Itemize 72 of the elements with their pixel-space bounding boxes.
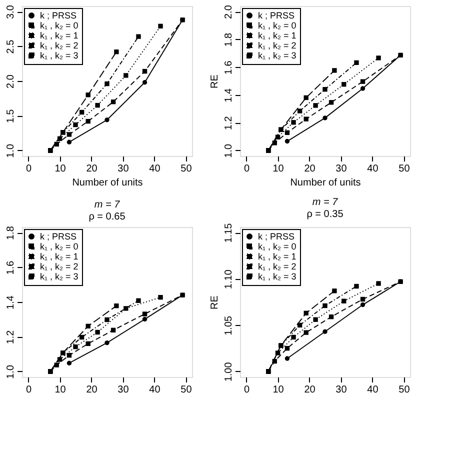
x-tick-label: 40 xyxy=(149,164,161,174)
y-tick-label: 1.4 xyxy=(6,295,16,310)
x-tick-label: 50 xyxy=(398,384,410,396)
y-tick-label: 1.0 xyxy=(6,144,16,158)
x-tick-label: 10 xyxy=(54,164,66,174)
legend-label: k ; PRSS xyxy=(258,232,295,242)
legend-label: k₁ , k₂ = 3 xyxy=(40,272,78,282)
legend-label: k₁ , k₂ = 2 xyxy=(258,40,296,50)
x-tick-label: 0 xyxy=(26,384,32,396)
legend-label: k₁ , k₂ = 2 xyxy=(40,262,78,272)
x-axis-title: Number of units xyxy=(72,178,143,188)
legend-label: k₁ , k₂ = 0 xyxy=(40,20,78,30)
x-axis-title: Number of units xyxy=(290,178,361,188)
y-tick-label: 1.2 xyxy=(224,116,234,130)
y-tick-label: 1.6 xyxy=(6,260,16,275)
x-tick-label: 40 xyxy=(367,164,379,174)
legend-label: k₁ , k₂ = 1 xyxy=(40,252,78,262)
y-tick-label: 1.05 xyxy=(224,315,234,336)
legend-label: k₁ , k₂ = 3 xyxy=(258,272,296,282)
y-tick-label: 1.0 xyxy=(6,364,16,379)
x-tick-label: 0 xyxy=(244,164,250,174)
y-tick-label: 1.8 xyxy=(224,32,234,47)
y-tick-label: 2.0 xyxy=(224,4,234,20)
legend-label: k₁ , k₂ = 0 xyxy=(40,242,78,252)
x-tick-label: 0 xyxy=(26,164,32,174)
y-axis-title: RE xyxy=(210,74,220,88)
x-tick-label: 10 xyxy=(272,164,284,174)
x-tick-label: 20 xyxy=(86,384,98,396)
x-tick-label: 20 xyxy=(304,384,316,396)
x-tick-label: 0 xyxy=(244,384,250,396)
x-tick-label: 20 xyxy=(86,164,98,174)
legend-label: k₁ , k₂ = 2 xyxy=(40,40,78,50)
chart-title: m = 7 xyxy=(94,200,120,211)
chart-subtitle: ρ = 0.65 xyxy=(88,212,126,223)
y-tick-label: 1.00 xyxy=(224,362,234,382)
y-tick-label: 1.2 xyxy=(6,330,16,344)
legend-label: k₁ , k₂ = 1 xyxy=(258,30,296,40)
y-tick-label: 2.5 xyxy=(6,39,16,54)
x-tick-label: 10 xyxy=(54,384,66,396)
y-tick-label: 1.4 xyxy=(224,88,234,102)
legend-label: k₁ , k₂ = 2 xyxy=(258,262,296,272)
y-tick-label: 1.15 xyxy=(224,222,234,243)
x-tick-label: 40 xyxy=(367,384,379,396)
legend-label: k ; PRSS xyxy=(40,10,77,20)
x-tick-label: 40 xyxy=(149,384,161,396)
x-tick-label: 30 xyxy=(336,384,348,396)
legend-label: k ; PRSS xyxy=(258,10,295,20)
legend-label: k ; PRSS xyxy=(40,232,77,242)
legend-label: k₁ , k₂ = 1 xyxy=(40,30,78,40)
y-tick-label: 1.10 xyxy=(224,269,234,290)
legend-label: k₁ , k₂ = 0 xyxy=(258,20,296,30)
x-tick-label: 30 xyxy=(118,164,130,174)
x-tick-label: 10 xyxy=(272,384,284,396)
legend-label: k₁ , k₂ = 1 xyxy=(258,252,296,262)
y-axis-title: RE xyxy=(210,295,220,310)
y-tick-label: 1.0 xyxy=(224,144,234,158)
x-tick-label: 50 xyxy=(180,164,192,174)
y-tick-label: 2.0 xyxy=(6,74,16,88)
y-tick-label: 1.5 xyxy=(6,108,16,124)
x-tick-label: 50 xyxy=(398,164,410,174)
x-tick-label: 20 xyxy=(304,164,316,174)
x-tick-label: 50 xyxy=(180,384,192,396)
y-tick-label: 3.0 xyxy=(6,4,16,20)
chart-subtitle: ρ = 0.35 xyxy=(306,208,344,220)
legend-label: k₁ , k₂ = 3 xyxy=(40,50,78,60)
legend-label: k₁ , k₂ = 0 xyxy=(258,242,296,252)
y-tick-label: 1.6 xyxy=(224,60,234,75)
chart-title: m = 7 xyxy=(312,196,338,208)
y-tick-label: 1.8 xyxy=(6,226,16,240)
x-tick-label: 30 xyxy=(118,384,130,396)
legend-label: k₁ , k₂ = 3 xyxy=(258,50,296,60)
x-tick-label: 30 xyxy=(336,164,348,174)
